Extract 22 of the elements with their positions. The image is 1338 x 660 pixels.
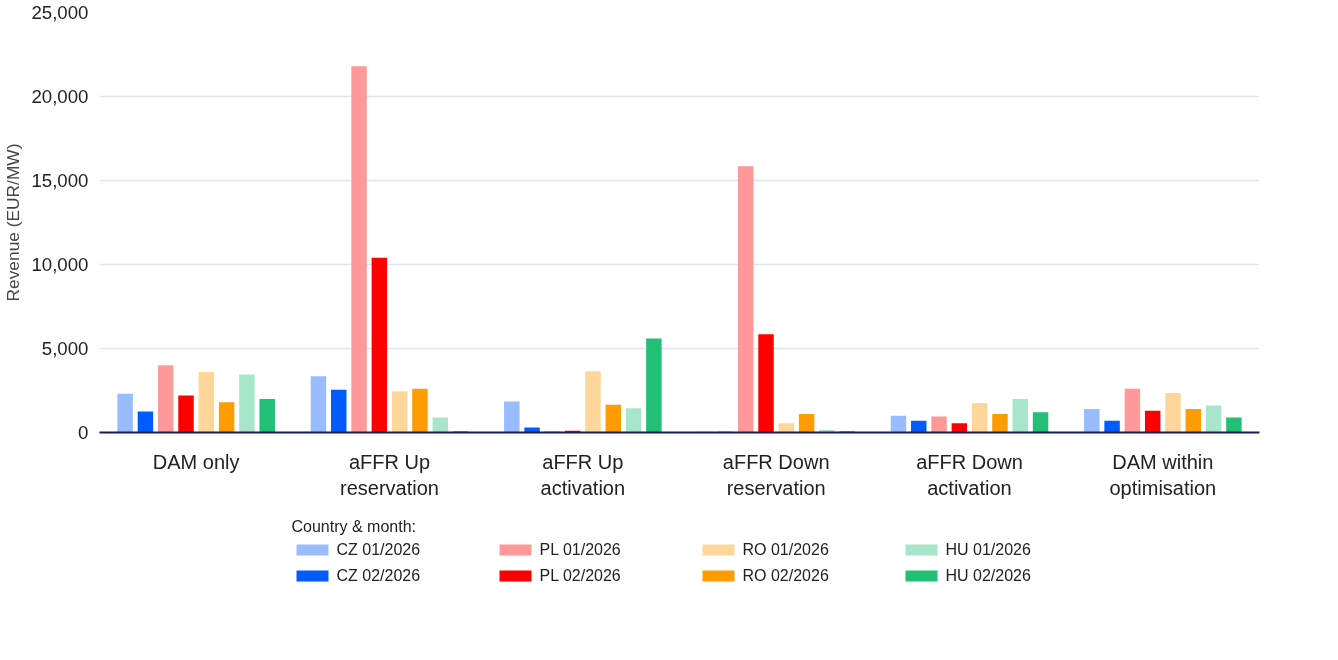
legend-label: RO 02/2026: [742, 566, 830, 585]
x-tick-label: aFFR Up activation: [540, 450, 626, 499]
legend-label: CZ 01/2026: [336, 540, 422, 559]
y-tick-label: 10,000: [31, 254, 89, 275]
legend-label: RO 01/2026: [742, 540, 830, 559]
x-tick-label: DAM within optimisation: [1109, 450, 1217, 499]
x-tick-label: aFFR Up reservation: [340, 450, 439, 499]
y-tick-label: 20,000: [31, 86, 89, 107]
x-tick-label: DAM only: [152, 450, 240, 473]
y-tick-label: 15,000: [31, 170, 89, 191]
legend-label: HU 01/2026: [945, 540, 1032, 559]
y-axis-title: Revenue (EUR/MW): [3, 143, 24, 302]
x-tick-label: aFFR Down activation: [916, 450, 1023, 499]
legend-title: Country & month:: [291, 517, 417, 536]
legend-label: PL 02/2026: [539, 566, 622, 585]
legend-label: CZ 02/2026: [336, 566, 422, 585]
y-tick-label: 5,000: [41, 338, 89, 359]
legend-label: HU 02/2026: [945, 566, 1032, 585]
x-tick-label: aFFR Down reservation: [722, 450, 830, 499]
y-tick-label: 25,000: [31, 2, 89, 23]
legend-label: PL 01/2026: [539, 540, 622, 559]
y-tick-label: 0: [78, 422, 89, 443]
